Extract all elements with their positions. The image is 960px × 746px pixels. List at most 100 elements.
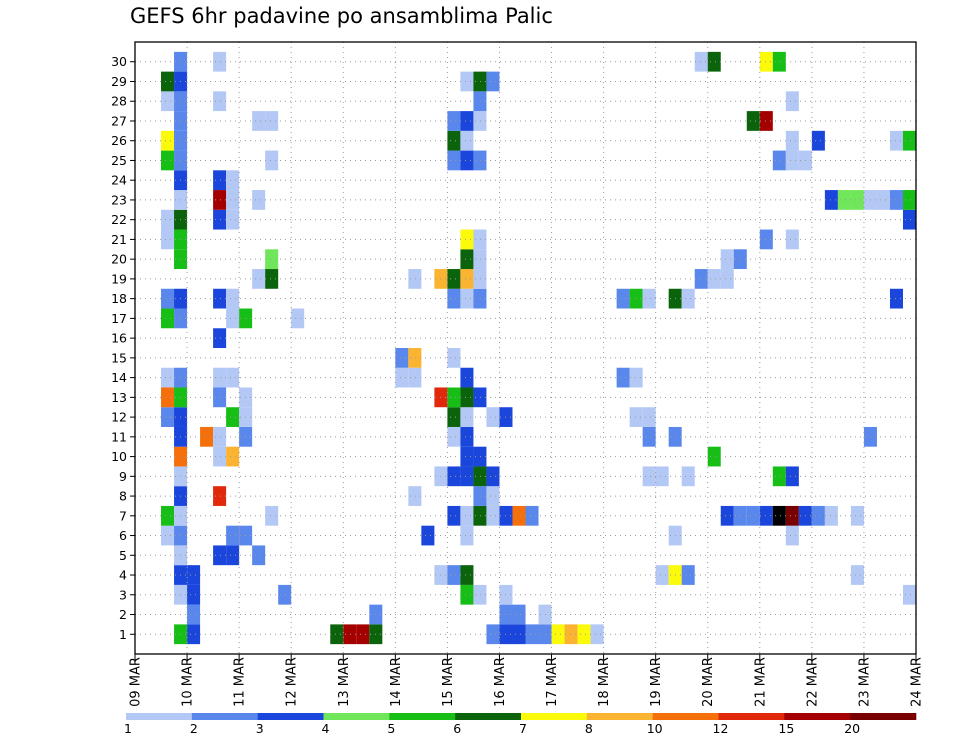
heatmap-cell xyxy=(512,604,526,625)
colorbar-segment xyxy=(323,713,390,720)
heatmap-cell xyxy=(447,407,461,427)
y-tick-label: 20 xyxy=(111,252,127,267)
heatmap-cell xyxy=(473,486,487,506)
heatmap-cell xyxy=(681,466,695,487)
heatmap-cell xyxy=(265,249,279,270)
heatmap-cell xyxy=(187,604,201,625)
heatmap-cell xyxy=(252,111,266,131)
heatmap-cell xyxy=(226,545,240,566)
heatmap-cell xyxy=(473,505,487,526)
y-tick-label: 16 xyxy=(111,331,127,346)
heatmap-cell xyxy=(447,466,461,487)
heatmap-cell xyxy=(772,505,786,526)
colorbar-label: 7 xyxy=(519,721,527,736)
heatmap-cell xyxy=(356,624,370,645)
y-tick-label: 22 xyxy=(111,212,127,227)
x-tick-label: 13 MAR xyxy=(337,657,352,707)
y-tick-label: 2 xyxy=(119,607,127,622)
heatmap-cell xyxy=(187,565,201,585)
heatmap-cell xyxy=(590,624,604,645)
heatmap-cell xyxy=(473,584,487,605)
heatmap-cell xyxy=(902,584,916,605)
heatmap-cell xyxy=(785,91,799,112)
heatmap-cell xyxy=(265,150,279,171)
heatmap-cell xyxy=(265,505,279,526)
y-tick-label: 3 xyxy=(119,587,127,602)
heatmap-cell xyxy=(161,209,175,230)
heatmap-cell xyxy=(161,308,175,329)
x-tick-label: 12 MAR xyxy=(285,657,300,707)
heatmap-cell xyxy=(473,446,487,467)
colorbar-segment xyxy=(257,713,324,720)
heatmap-cell xyxy=(200,426,214,447)
colorbar-label: 5 xyxy=(387,721,395,736)
heatmap-cell xyxy=(772,51,786,72)
heatmap-cell xyxy=(265,269,279,289)
heatmap-cell xyxy=(278,584,292,605)
heatmap-cell xyxy=(720,505,734,526)
heatmap-cell xyxy=(460,229,474,250)
heatmap-cell xyxy=(460,505,474,526)
heatmap-cell xyxy=(642,426,656,447)
x-tick-label: 22 MAR xyxy=(805,657,820,707)
heatmap-cell xyxy=(408,269,422,289)
heatmap-cell xyxy=(460,407,474,427)
heatmap-cell xyxy=(473,249,487,270)
heatmap-cell xyxy=(655,565,669,585)
heatmap-cell xyxy=(460,466,474,487)
heatmap-cell xyxy=(226,190,240,210)
y-tick-label: 7 xyxy=(119,508,127,523)
heatmap-cell xyxy=(473,387,487,408)
heatmap-cell xyxy=(460,565,474,585)
heatmap-cell xyxy=(772,466,786,487)
heatmap-cell xyxy=(447,130,461,151)
heatmap-cell xyxy=(655,466,669,487)
heatmap-cell xyxy=(629,288,643,309)
heatmap-cell xyxy=(447,269,461,289)
heatmap-cell xyxy=(616,288,630,309)
heatmap-cell xyxy=(161,505,175,526)
heatmap-cell xyxy=(447,426,461,447)
heatmap-cell xyxy=(226,308,240,329)
heatmap-cell xyxy=(902,190,916,210)
heatmap-cell xyxy=(876,190,890,210)
y-tick-label: 21 xyxy=(111,232,127,247)
heatmap-cell xyxy=(473,150,487,171)
colorbar-label: 10 xyxy=(647,721,663,736)
y-tick-label: 25 xyxy=(111,153,127,168)
heatmap-cell xyxy=(486,71,500,92)
heatmap-cell xyxy=(213,328,227,348)
heatmap-cell xyxy=(824,190,838,210)
y-tick-label: 27 xyxy=(111,113,127,128)
y-tick-label: 6 xyxy=(119,528,127,543)
chart-title: GEFS 6hr padavine po ansamblima Palic xyxy=(130,4,553,28)
y-tick-label: 19 xyxy=(111,271,127,286)
heatmap-cell xyxy=(460,150,474,171)
heatmap-cell xyxy=(811,130,825,151)
heatmap-cell xyxy=(395,348,409,368)
heatmap-cell xyxy=(460,367,474,388)
heatmap-cell xyxy=(551,624,565,645)
heatmap-cell xyxy=(343,624,357,645)
colorbar-label: 3 xyxy=(256,721,264,736)
heatmap-cell xyxy=(889,190,903,210)
heatmap-cell xyxy=(187,624,201,645)
heatmap-cell xyxy=(408,486,422,506)
heatmap-cell xyxy=(473,91,487,112)
heatmap-cell xyxy=(460,269,474,289)
y-tick-label: 14 xyxy=(111,370,127,385)
x-tick-label: 24 MAR xyxy=(910,657,925,707)
colorbar-segment xyxy=(455,713,522,720)
heatmap-cell xyxy=(408,348,422,368)
heatmap-cell xyxy=(252,190,266,210)
heatmap-cell xyxy=(811,505,825,526)
heatmap-cell xyxy=(226,367,240,388)
y-tick-label: 26 xyxy=(111,133,127,148)
heatmap-cell xyxy=(473,71,487,92)
heatmap-cell xyxy=(161,387,175,408)
colorbar-segment xyxy=(586,713,653,720)
heatmap-cell xyxy=(889,130,903,151)
colorbar-label: 8 xyxy=(585,721,593,736)
heatmap-cell xyxy=(889,288,903,309)
heatmap-cell xyxy=(213,170,227,191)
